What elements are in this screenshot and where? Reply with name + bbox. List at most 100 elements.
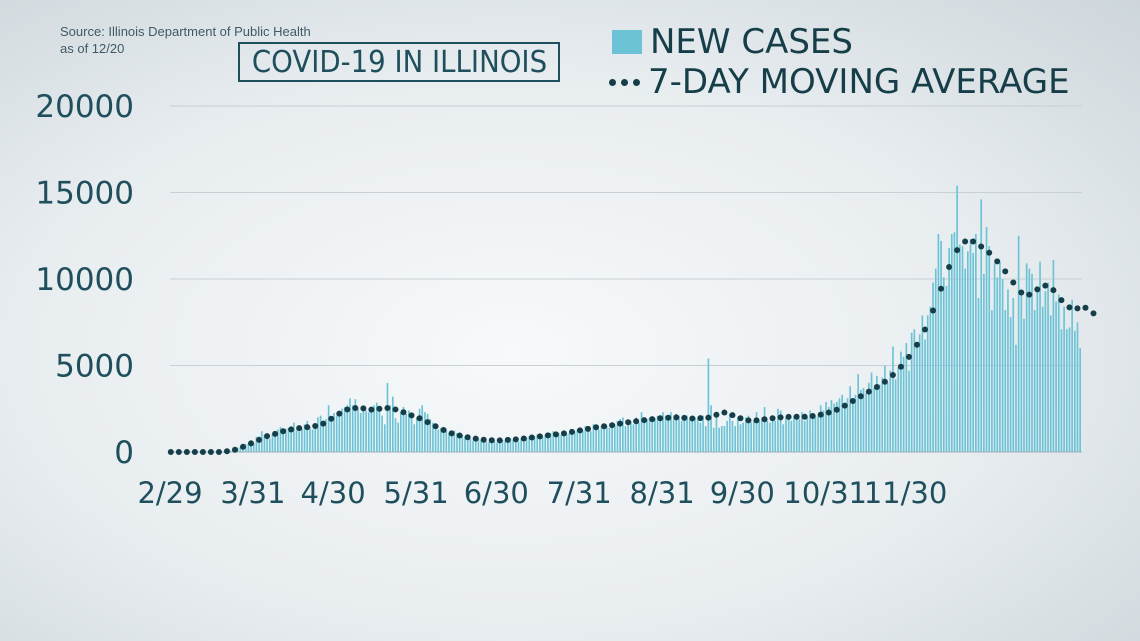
- avg-dot: [673, 414, 680, 421]
- bar: [416, 417, 418, 452]
- bar: [691, 420, 694, 452]
- avg-dot: [737, 415, 744, 422]
- bar: [1071, 299, 1073, 452]
- bar: [961, 246, 964, 452]
- bar: [271, 433, 274, 452]
- avg-dot: [215, 449, 222, 455]
- bar: [793, 415, 795, 452]
- avg-dot: [649, 416, 656, 423]
- avg-dot: [272, 430, 279, 437]
- bar: [547, 435, 549, 452]
- x-tick-label: 6/30: [464, 476, 529, 510]
- avg-dot: [922, 326, 929, 333]
- avg-dot: [721, 409, 728, 416]
- x-tick-label: 8/31: [630, 476, 695, 510]
- bar: [325, 419, 327, 452]
- avg-dot: [713, 411, 720, 418]
- bar: [373, 405, 375, 452]
- bar: [445, 430, 448, 453]
- bar: [801, 412, 803, 452]
- bar: [536, 434, 539, 452]
- bar: [531, 439, 533, 452]
- avg-dot: [705, 414, 712, 421]
- avg-dot: [833, 406, 840, 413]
- bar: [453, 430, 456, 453]
- bar: [469, 439, 472, 452]
- bar: [715, 415, 718, 452]
- bar: [466, 438, 469, 452]
- bar: [592, 424, 595, 452]
- bar: [1025, 263, 1028, 452]
- avg-dot: [897, 363, 904, 370]
- avg-dot: [1050, 287, 1057, 294]
- bar: [798, 419, 801, 452]
- bar: [779, 410, 782, 452]
- bar: [894, 379, 897, 452]
- avg-dot: [496, 437, 503, 444]
- bar: [643, 420, 646, 452]
- x-tick-label: 7/31: [547, 476, 612, 510]
- bar: [790, 420, 793, 452]
- bar: [948, 247, 950, 452]
- bar: [571, 429, 573, 452]
- bar: [306, 420, 309, 452]
- avg-dot: [593, 424, 600, 431]
- bar: [568, 432, 571, 452]
- bar: [335, 415, 338, 452]
- avg-dot: [793, 413, 800, 420]
- legend-swatch-bar: [612, 30, 642, 54]
- bar: [252, 443, 255, 452]
- bar: [881, 377, 884, 452]
- bar: [1001, 279, 1004, 452]
- bar: [579, 427, 581, 452]
- avg-dot: [785, 413, 792, 420]
- bar: [860, 389, 862, 452]
- avg-dot: [625, 419, 632, 426]
- bar: [913, 329, 916, 452]
- avg-dot: [978, 243, 985, 250]
- bar: [769, 422, 771, 452]
- avg-dot: [954, 247, 961, 254]
- avg-dot: [913, 341, 920, 348]
- bar: [862, 387, 865, 452]
- bar: [504, 440, 506, 452]
- source-text: Source: Illinois Department of Public He…: [60, 24, 311, 39]
- bar: [868, 382, 870, 452]
- bar: [405, 413, 408, 452]
- bar: [560, 434, 563, 452]
- avg-dot: [432, 423, 439, 430]
- bar: [611, 422, 613, 452]
- bar: [918, 334, 921, 452]
- bar: [686, 415, 688, 452]
- avg-dot: [689, 415, 696, 422]
- bar: [429, 419, 432, 452]
- bar: [841, 394, 843, 452]
- bar: [410, 417, 413, 452]
- avg-dot: [970, 238, 977, 245]
- bar: [932, 282, 934, 452]
- avg-dot: [248, 440, 255, 447]
- avg-dot: [938, 285, 945, 292]
- bar: [924, 339, 926, 452]
- avg-dot: [344, 406, 351, 413]
- bar: [1023, 318, 1025, 452]
- avg-dot: [857, 393, 864, 400]
- bar: [646, 419, 648, 452]
- bar: [589, 431, 592, 452]
- avg-dot: [633, 418, 640, 425]
- bar: [822, 410, 825, 452]
- avg-dot: [849, 397, 856, 404]
- bar: [969, 239, 972, 452]
- avg-dot: [240, 443, 247, 450]
- bar: [857, 374, 859, 452]
- bar: [755, 412, 758, 452]
- bar: [587, 429, 589, 452]
- bar: [1057, 294, 1060, 452]
- avg-dot: [1082, 304, 1089, 311]
- bar: [1073, 330, 1076, 452]
- bar: [418, 408, 421, 452]
- bar: [482, 440, 485, 452]
- bar: [739, 424, 742, 452]
- bar: [365, 410, 367, 452]
- bar: [991, 310, 993, 452]
